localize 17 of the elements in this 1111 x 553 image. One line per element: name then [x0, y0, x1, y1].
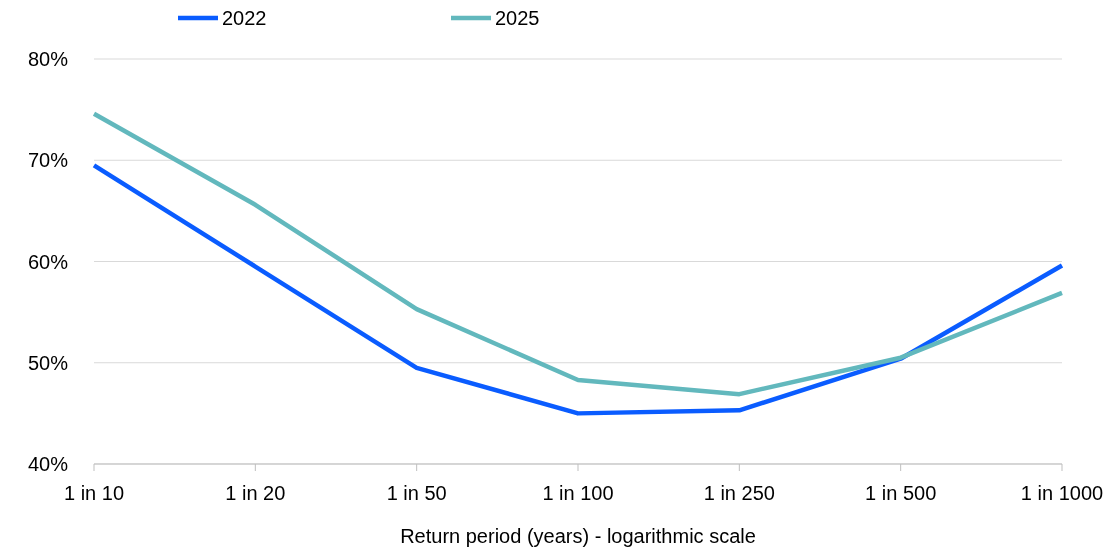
line-series: [91, 163, 1065, 416]
y-tick-label: 60%: [27, 250, 69, 273]
x-axis-title: Return period (years) - logarithmic scale: [400, 525, 756, 547]
legend-label: 2022: [222, 7, 267, 29]
line-series: [91, 111, 1065, 397]
y-tick-label: 40%: [27, 453, 69, 475]
x-tick-label: 1 in 100: [542, 482, 614, 504]
x-tick-label: 1 in 500: [865, 482, 937, 504]
x-tick-label: 1 in 250: [703, 482, 775, 504]
y-tick-label: 50%: [27, 351, 69, 374]
x-tick-label: 1 in 10: [63, 482, 125, 504]
legend-label: 2025: [495, 7, 540, 29]
y-tick-label: 80%: [27, 48, 69, 70]
x-tick-label: 1 in 20: [225, 482, 286, 504]
x-tick-label: 1 in 50: [386, 482, 447, 504]
y-tick-label: 70%: [27, 149, 69, 172]
x-tick-label: 1 in 1000: [1020, 482, 1104, 504]
